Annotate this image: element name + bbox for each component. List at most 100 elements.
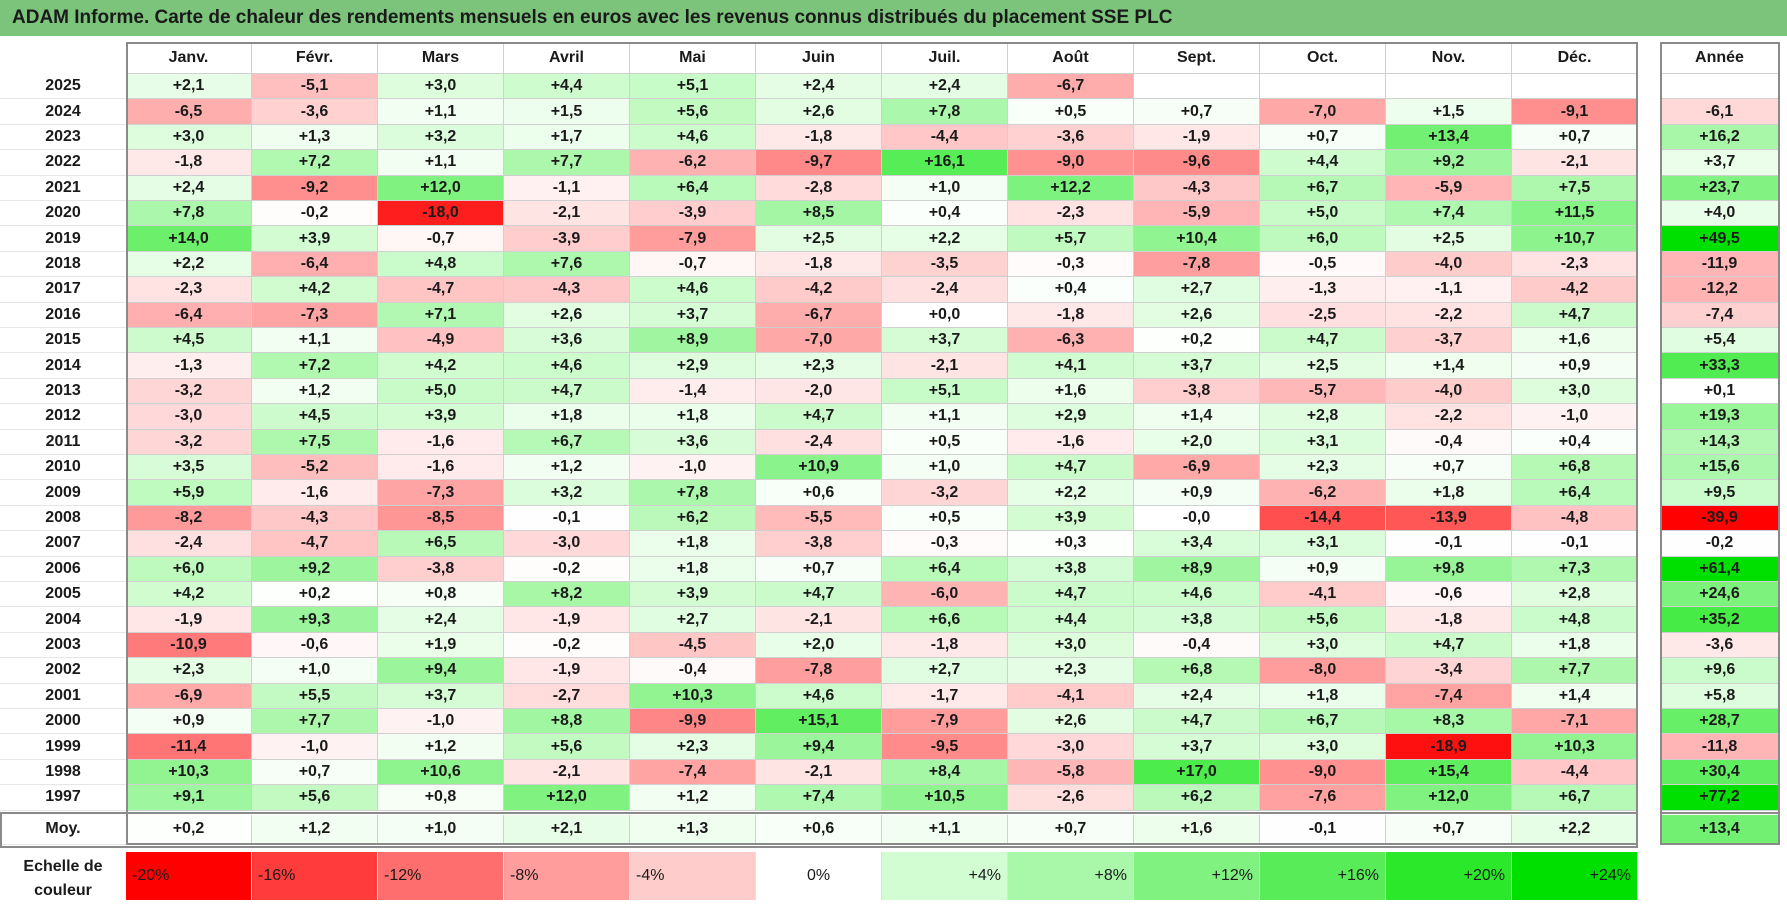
heatmap-cell: +1,4 (1386, 353, 1512, 379)
heatmap-cell: -6,4 (252, 251, 378, 278)
heatmap-cell: +10,9 (756, 455, 882, 481)
heatmap-cell: +9,2 (252, 556, 378, 582)
heatmap-cell: -4,1 (1260, 582, 1386, 608)
heatmap-cell: -5,1 (252, 74, 378, 100)
heatmap-cell: +0,5 (882, 429, 1008, 455)
heatmap-cell: +10,6 (378, 759, 504, 786)
heatmap-cell: +0,8 (378, 582, 504, 608)
heatmap-cell: +8,5 (756, 201, 882, 227)
column-header: Sept. (1134, 42, 1260, 74)
annual-cell: +9,5 (1660, 480, 1780, 506)
column-header: Janv. (126, 42, 252, 74)
heatmap-cell: -0,4 (1386, 429, 1512, 455)
annual-cell (1660, 74, 1780, 100)
heatmap-cell: -3,0 (1008, 734, 1134, 760)
legend-stop: +4% (882, 852, 1008, 900)
heatmap-cell: +5,1 (630, 74, 756, 100)
heatmap-cell: -1,0 (630, 455, 756, 481)
heatmap-cell: +2,6 (1134, 302, 1260, 328)
heatmap-cell: +9,4 (378, 658, 504, 684)
heatmap-cell: -9,0 (1008, 150, 1134, 176)
heatmap-cell: +2,7 (882, 658, 1008, 684)
year-label: 2019 (0, 226, 126, 252)
heatmap-cell: -1,8 (756, 251, 882, 278)
heatmap-cell: +3,9 (252, 226, 378, 252)
heatmap-cell: +1,4 (1512, 683, 1638, 709)
heatmap-cell: +9,4 (756, 734, 882, 760)
heatmap-cell: +4,6 (630, 124, 756, 151)
legend-label-line2: couleur (34, 882, 92, 899)
heatmap-cell: -1,6 (378, 429, 504, 455)
heatmap-cell: -3,9 (504, 226, 630, 252)
heatmap-cell: -3,6 (1008, 124, 1134, 151)
heatmap-cell: +1,2 (252, 378, 378, 405)
heatmap-cell: -14,4 (1260, 505, 1386, 532)
annual-cell: +16,2 (1660, 124, 1780, 151)
annual-cell: +33,3 (1660, 353, 1780, 379)
heatmap-cell: +6,0 (1260, 226, 1386, 252)
column-header: Juin (756, 42, 882, 74)
column-header: Déc. (1512, 42, 1638, 74)
year-label: 2018 (0, 252, 126, 278)
heatmap-cell: +6,0 (126, 556, 252, 582)
heatmap-cell: -0,2 (504, 556, 630, 582)
heatmap-cell: +15,1 (756, 709, 882, 735)
heatmap-cell: +3,6 (630, 429, 756, 455)
heatmap-cell: +4,7 (1260, 328, 1386, 354)
heatmap-cell: -1,6 (1008, 429, 1134, 455)
heatmap-cell: -3,7 (1386, 328, 1512, 354)
heatmap-cell: +0,5 (882, 505, 1008, 532)
heatmap-cell: -0,1 (504, 505, 630, 532)
heatmap-cell: +4,7 (756, 404, 882, 430)
heatmap-cell: +4,4 (504, 74, 630, 100)
heatmap-cell: +0,9 (1512, 353, 1638, 379)
heatmap-cell: -1,8 (882, 632, 1008, 659)
column-header: Oct. (1260, 42, 1386, 74)
heatmap-cell: +4,7 (1134, 709, 1260, 735)
heatmap-cell: +3,8 (1008, 556, 1134, 582)
heatmap-cell: -1,9 (126, 607, 252, 633)
heatmap-cell: -0,7 (378, 226, 504, 252)
heatmap-cell: +3,1 (1260, 531, 1386, 557)
heatmap-cell: -0,7 (630, 251, 756, 278)
heatmap-cell: +1,5 (1386, 99, 1512, 125)
heatmap-cell: -0,5 (1260, 251, 1386, 278)
heatmap-cell: +0,6 (756, 480, 882, 506)
heatmap-cell: +0,4 (882, 201, 1008, 227)
year-label: 2006 (0, 557, 126, 582)
heatmap-cell: -8,0 (1260, 658, 1386, 684)
heatmap-cell: -1,0 (378, 709, 504, 735)
heatmap-cell: -4,3 (252, 505, 378, 532)
heatmap-cell: -4,2 (756, 277, 882, 303)
heatmap-cell: +4,7 (1008, 455, 1134, 481)
heatmap-cell: +6,2 (1134, 785, 1260, 811)
heatmap-cell: -2,0 (756, 378, 882, 405)
annual-cell: +5,8 (1660, 683, 1780, 709)
heatmap-cell: -4,3 (504, 277, 630, 303)
heatmap-cell: -11,4 (126, 734, 252, 760)
heatmap-cell: +2,6 (1008, 709, 1134, 735)
heatmap-cell: +3,2 (504, 480, 630, 506)
chart-title: ADAM Informe. Carte de chaleur des rende… (0, 0, 1787, 36)
heatmap-cell: +10,5 (882, 785, 1008, 811)
heatmap-cell: -6,7 (756, 302, 882, 328)
heatmap-cell: +16,1 (882, 150, 1008, 176)
heatmap-cell: +2,8 (1512, 582, 1638, 608)
legend-stop: -12% (378, 852, 504, 900)
average-cell: +0,6 (756, 814, 882, 845)
heatmap-cell: +3,9 (630, 582, 756, 608)
heatmap-cell: -7,3 (378, 480, 504, 506)
heatmap-cell: -7,1 (1512, 709, 1638, 735)
heatmap-cell: -2,3 (1008, 201, 1134, 227)
heatmap-cell: +8,8 (504, 709, 630, 735)
heatmap-cell: +2,4 (882, 74, 1008, 100)
heatmap-cell: -9,7 (756, 150, 882, 176)
heatmap-cell: -4,3 (1134, 175, 1260, 201)
heatmap-cell: +12,0 (378, 175, 504, 201)
heatmap-cell: -0,0 (1134, 505, 1260, 532)
heatmap-cell: -2,5 (1260, 302, 1386, 328)
heatmap-cell: -2,1 (756, 607, 882, 633)
heatmap-cell: +2,3 (1260, 455, 1386, 481)
heatmap-cell: +4,8 (378, 251, 504, 278)
heatmap-cell: -4,0 (1386, 378, 1512, 405)
